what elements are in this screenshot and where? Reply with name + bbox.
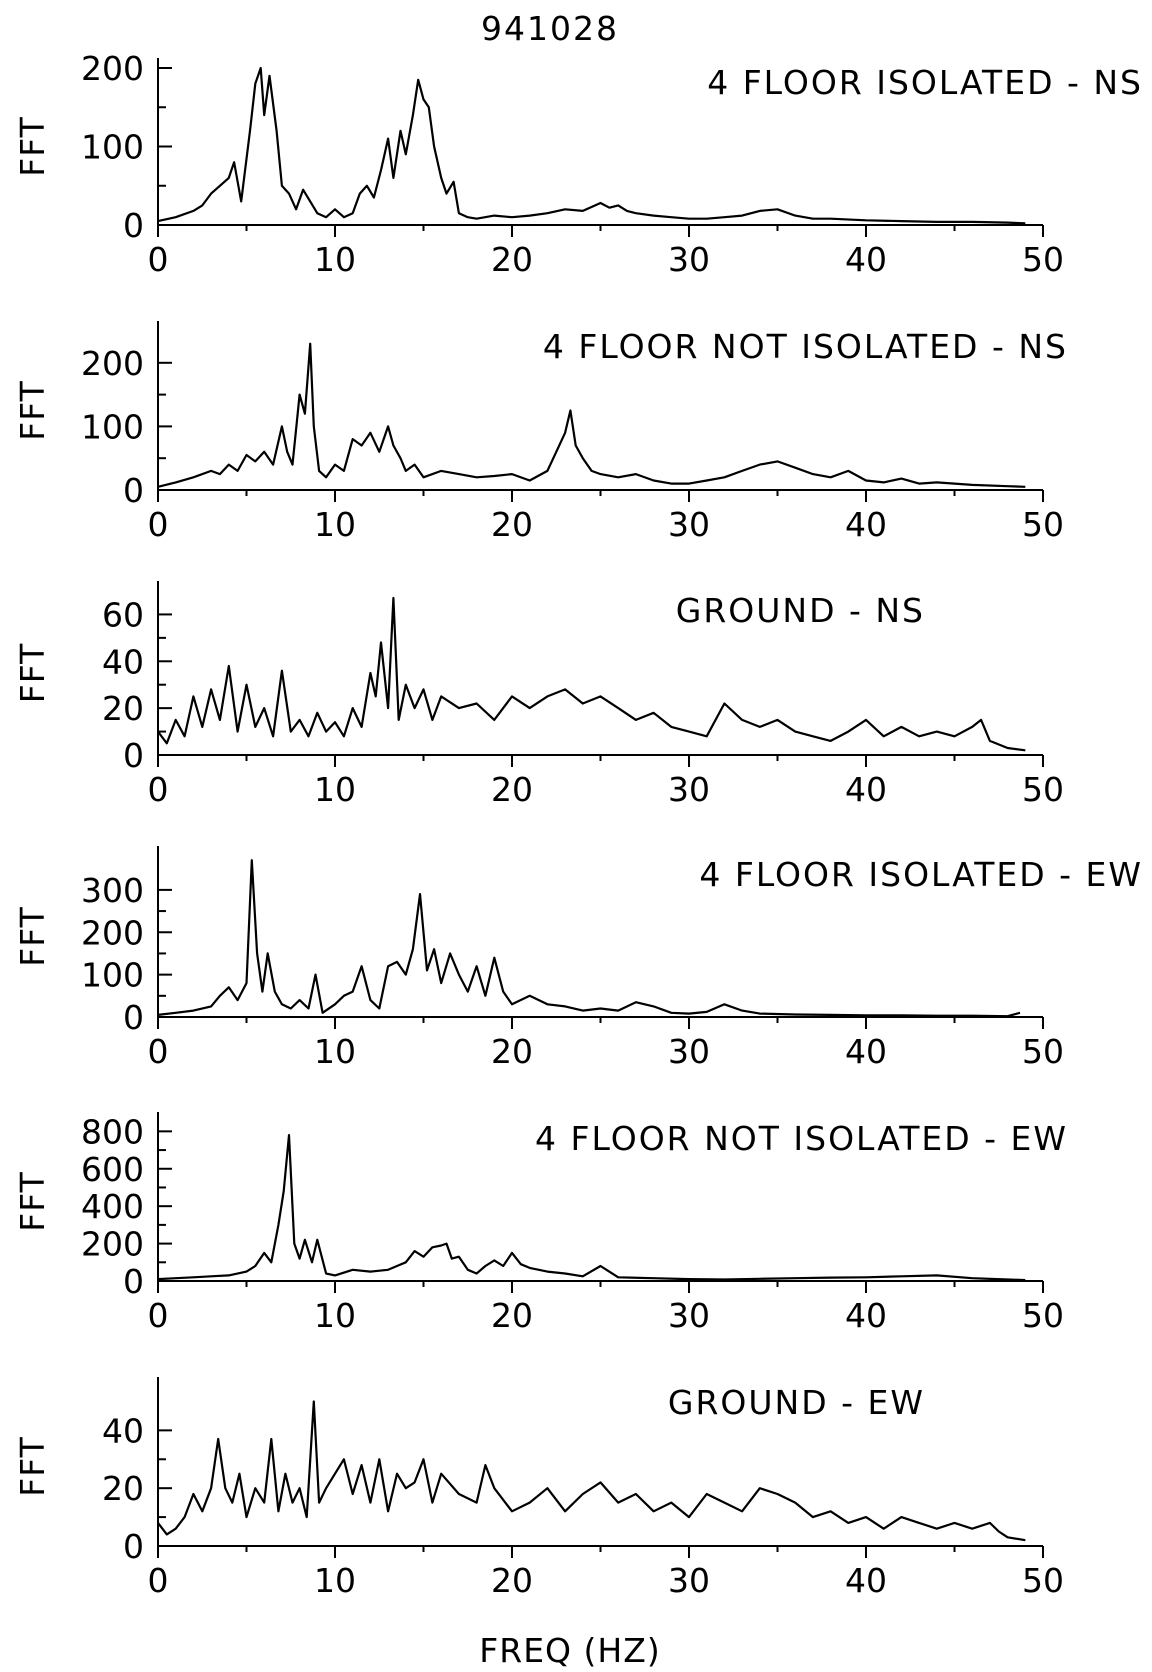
chart-panel-3: 0 10 20 30 40 50 0 20 40 60 FFT GROUND - NS bbox=[13, 581, 1064, 809]
x-tick-label: 20 bbox=[491, 1561, 533, 1600]
x-tick-label: 40 bbox=[845, 770, 887, 809]
y-tick-label: 200 bbox=[81, 49, 144, 88]
y-axis-label: FFT bbox=[13, 116, 52, 177]
x-tick-label: 30 bbox=[668, 1561, 710, 1600]
y-axis-label: FFT bbox=[13, 906, 52, 967]
x-tick-label: 0 bbox=[148, 1561, 169, 1600]
y-tick-label: 60 bbox=[102, 595, 144, 634]
x-tick-label: 0 bbox=[148, 1032, 169, 1071]
chart-panel-1: 0 10 20 30 40 50 0 100 200 FFT 4 FLOOR ISOLATED - … bbox=[13, 49, 1143, 279]
y-tick-label: 40 bbox=[102, 1411, 144, 1450]
panel-title: GROUND - NS bbox=[676, 591, 925, 630]
series-line bbox=[157, 342, 1026, 488]
x-tick-label: 40 bbox=[845, 1561, 887, 1600]
x-tick-label: 50 bbox=[1022, 770, 1064, 809]
y-tick-label: 300 bbox=[81, 871, 144, 910]
series-line bbox=[157, 66, 1026, 225]
chart-panel-6: 0 10 20 30 40 50 0 20 40 FFT GROUND - EW bbox=[13, 1377, 1064, 1600]
y-axis-label: FFT bbox=[13, 643, 52, 704]
y-tick-label: 400 bbox=[81, 1187, 144, 1226]
panel-title: 4 FLOOR NOT ISOLATED - NS bbox=[543, 327, 1068, 366]
y-tick-label: 0 bbox=[123, 998, 144, 1037]
x-tick-label: 0 bbox=[148, 505, 169, 544]
x-tick-label: 0 bbox=[148, 770, 169, 809]
y-tick-label: 40 bbox=[102, 642, 144, 681]
panel-title: 4 FLOOR NOT ISOLATED - EW bbox=[535, 1119, 1068, 1158]
y-tick-label: 0 bbox=[123, 1262, 144, 1301]
y-tick-label: 0 bbox=[123, 1527, 144, 1566]
x-tick-label: 50 bbox=[1022, 1296, 1064, 1335]
panel-title: GROUND - EW bbox=[668, 1383, 925, 1422]
x-tick-label: 10 bbox=[314, 240, 356, 279]
y-axis-label: FFT bbox=[13, 380, 52, 441]
y-tick-label: 100 bbox=[81, 956, 144, 995]
x-tick-label: 50 bbox=[1022, 1032, 1064, 1071]
y-tick-label: 200 bbox=[81, 1225, 144, 1264]
chart-panel-2: 0 10 20 30 40 50 0 100 200 FFT 4 FLOOR NOT ISOLATE… bbox=[13, 321, 1068, 544]
x-tick-label: 20 bbox=[491, 1032, 533, 1071]
x-tick-label: 10 bbox=[314, 1561, 356, 1600]
series-line bbox=[157, 596, 1026, 752]
x-tick-label: 20 bbox=[491, 240, 533, 279]
y-tick-label: 20 bbox=[102, 689, 144, 728]
y-tick-label: 100 bbox=[81, 407, 144, 446]
y-tick-label: 200 bbox=[81, 913, 144, 952]
y-tick-label: 0 bbox=[123, 206, 144, 245]
x-tick-label: 20 bbox=[491, 770, 533, 809]
series-line bbox=[157, 1400, 1026, 1542]
x-tick-label: 0 bbox=[148, 240, 169, 279]
x-tick-label: 20 bbox=[491, 505, 533, 544]
y-tick-label: 20 bbox=[102, 1469, 144, 1508]
y-tick-label: 100 bbox=[81, 128, 144, 167]
y-axis-label: FFT bbox=[13, 1171, 52, 1232]
x-tick-label: 30 bbox=[668, 240, 710, 279]
x-tick-label: 40 bbox=[845, 1032, 887, 1071]
y-tick-label: 200 bbox=[81, 344, 144, 383]
panel-title: 4 FLOOR ISOLATED - EW bbox=[699, 855, 1143, 894]
series-line bbox=[157, 1133, 1026, 1282]
panel-title: 4 FLOOR ISOLATED - NS bbox=[707, 63, 1143, 102]
x-tick-label: 20 bbox=[491, 1296, 533, 1335]
x-tick-label: 10 bbox=[314, 1032, 356, 1071]
y-tick-label: 800 bbox=[81, 1112, 144, 1151]
x-tick-label: 40 bbox=[845, 240, 887, 279]
x-tick-label: 40 bbox=[845, 1296, 887, 1335]
x-tick-label: 10 bbox=[314, 1296, 356, 1335]
x-tick-label: 50 bbox=[1022, 505, 1064, 544]
x-tick-label: 30 bbox=[668, 505, 710, 544]
x-tick-label: 30 bbox=[668, 770, 710, 809]
x-tick-label: 50 bbox=[1022, 1561, 1064, 1600]
x-tick-label: 50 bbox=[1022, 240, 1064, 279]
x-tick-label: 30 bbox=[668, 1296, 710, 1335]
x-tick-label: 10 bbox=[314, 505, 356, 544]
page-title: 941028 bbox=[481, 9, 619, 48]
x-axis-label: FREQ (HZ) bbox=[479, 1631, 660, 1670]
y-tick-label: 0 bbox=[123, 471, 144, 510]
x-tick-label: 40 bbox=[845, 505, 887, 544]
y-axis-label: FFT bbox=[13, 1436, 52, 1497]
y-tick-label: 600 bbox=[81, 1150, 144, 1189]
x-tick-label: 0 bbox=[148, 1296, 169, 1335]
x-tick-label: 30 bbox=[668, 1032, 710, 1071]
y-tick-label: 0 bbox=[123, 736, 144, 775]
x-tick-label: 10 bbox=[314, 770, 356, 809]
series-line bbox=[157, 859, 1021, 1018]
